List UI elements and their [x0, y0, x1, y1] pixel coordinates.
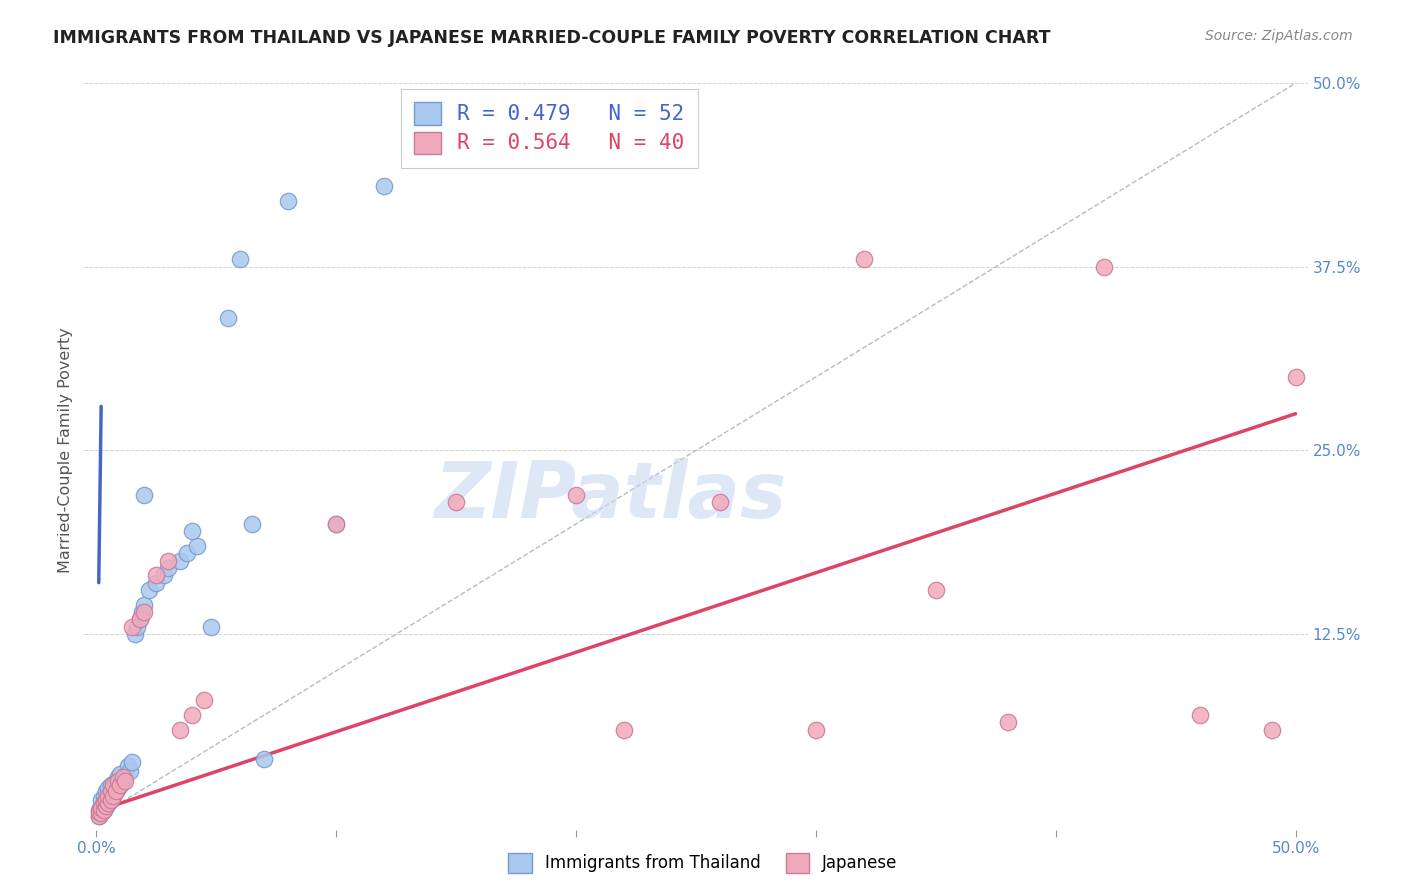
Point [709, 495, 731, 509]
Point [117, 759, 139, 773]
Point [181, 524, 204, 539]
Point [111, 774, 134, 789]
Point [107, 774, 129, 789]
Point [90, 806, 112, 821]
Point [110, 766, 132, 780]
Point [852, 252, 875, 267]
Point [193, 693, 215, 707]
Point [114, 774, 136, 789]
Point [110, 779, 132, 793]
Point [101, 789, 124, 803]
Point [373, 178, 395, 193]
Point [145, 568, 167, 582]
Point [97, 781, 120, 796]
Point [325, 516, 347, 531]
Legend: Immigrants from Thailand, Japanese: Immigrants from Thailand, Japanese [502, 847, 904, 880]
Point [93, 796, 115, 810]
Point [104, 784, 127, 798]
Point [87, 804, 110, 818]
Point [90, 806, 112, 821]
Point [100, 784, 122, 798]
Text: Source: ZipAtlas.com: Source: ZipAtlas.com [1205, 29, 1353, 43]
Point [169, 554, 191, 568]
Point [97, 789, 120, 803]
Point [94, 784, 117, 798]
Point [101, 779, 124, 793]
Point [101, 789, 124, 803]
Point [87, 809, 110, 823]
Point [87, 805, 110, 819]
Point [94, 793, 117, 807]
Y-axis label: Married-Couple Family Poverty: Married-Couple Family Poverty [58, 327, 73, 574]
Point [90, 799, 112, 814]
Point [200, 620, 222, 634]
Point [565, 487, 588, 501]
Point [169, 723, 191, 737]
Point [100, 779, 122, 793]
Point [277, 194, 299, 208]
Text: IMMIGRANTS FROM THAILAND VS JAPANESE MARRIED-COUPLE FAMILY POVERTY CORRELATION C: IMMIGRANTS FROM THAILAND VS JAPANESE MAR… [53, 29, 1050, 46]
Point [94, 793, 117, 807]
Point [152, 568, 174, 582]
Point [325, 516, 347, 531]
Point [97, 789, 120, 803]
Point [87, 809, 110, 823]
Point [157, 561, 180, 575]
Point [925, 582, 948, 597]
Point [121, 755, 143, 769]
Point [186, 539, 208, 553]
Point [104, 774, 127, 789]
Point [93, 804, 115, 818]
Point [240, 516, 263, 531]
Text: ZIPatlas: ZIPatlas [434, 458, 786, 534]
Point [121, 620, 143, 634]
Point [90, 800, 112, 814]
Point [114, 770, 136, 784]
Point [217, 311, 239, 326]
Point [1284, 370, 1306, 384]
Point [107, 781, 129, 796]
Point [253, 752, 276, 766]
Point [127, 620, 149, 634]
Point [100, 793, 122, 807]
Point [94, 799, 117, 814]
Point [145, 575, 167, 590]
Point [94, 799, 117, 814]
Point [97, 796, 120, 810]
Point [157, 554, 180, 568]
Point [100, 784, 122, 798]
Point [124, 627, 146, 641]
Point [104, 784, 127, 798]
Point [134, 598, 156, 612]
Point [804, 723, 827, 737]
Legend: R = 0.479   N = 52, R = 0.564   N = 40: R = 0.479 N = 52, R = 0.564 N = 40 [401, 88, 697, 168]
Point [110, 779, 132, 793]
Point [181, 708, 204, 723]
Point [128, 612, 150, 626]
Point [93, 804, 115, 818]
Point [101, 781, 124, 796]
Point [1188, 708, 1211, 723]
Point [176, 546, 198, 560]
Point [134, 487, 156, 501]
Point [229, 252, 252, 267]
Point [90, 793, 112, 807]
Point [997, 715, 1019, 730]
Point [118, 764, 141, 778]
Point [93, 796, 115, 810]
Point [613, 723, 636, 737]
Point [111, 770, 134, 784]
Point [131, 605, 153, 619]
Point [444, 495, 467, 509]
Point [134, 605, 156, 619]
Point [100, 793, 122, 807]
Point [107, 770, 129, 784]
Point [1092, 260, 1115, 274]
Point [97, 796, 120, 810]
Point [93, 789, 115, 803]
Point [1260, 723, 1282, 737]
Point [138, 582, 160, 597]
Point [128, 612, 150, 626]
